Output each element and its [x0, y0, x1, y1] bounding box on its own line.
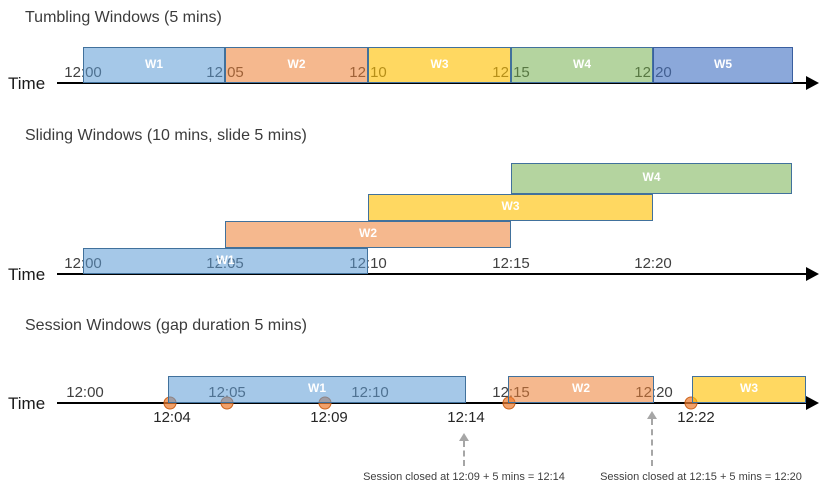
timeline-axis — [57, 273, 807, 275]
window-label: W2 — [287, 56, 306, 71]
event-time-label: 12:22 — [677, 409, 715, 426]
window-label: W4 — [573, 56, 591, 71]
time-axis-label: Time — [8, 74, 46, 93]
window-bar: W4 — [511, 163, 792, 194]
window-bar: W2 — [508, 376, 654, 403]
annotation-text: Session closed at 12:15 + 5 mins = 12:20 — [600, 471, 802, 483]
section-title-tumbling: Tumbling Windows (5 mins) — [25, 9, 222, 26]
section-title-session: Session Windows (gap duration 5 mins) — [25, 317, 307, 334]
session-close-arrowhead-icon — [647, 411, 657, 419]
tick-label: 12:15 — [492, 255, 530, 272]
window-label: W2 — [572, 381, 590, 395]
window-label: W5 — [714, 56, 732, 71]
window-label: W3 — [501, 199, 520, 213]
tick-label: 12:20 — [634, 255, 672, 272]
section-title-sliding: Sliding Windows (10 mins, slide 5 mins) — [25, 127, 307, 144]
timeline-arrowhead-icon — [806, 396, 819, 410]
time-axis-label: Time — [8, 265, 46, 284]
window-label: W1 — [308, 381, 326, 395]
window-bar: W1 — [168, 376, 466, 403]
window-label: W3 — [430, 56, 449, 71]
window-bar: W5 — [653, 47, 793, 83]
timeline-arrowhead-icon — [806, 76, 819, 90]
window-label: W4 — [642, 170, 661, 184]
timeline-axis — [57, 402, 807, 404]
window-bar: W2 — [225, 221, 511, 248]
session-close-arrow-line — [651, 419, 653, 466]
event-time-label: 12:14 — [447, 409, 485, 426]
window-bar: W4 — [511, 47, 653, 83]
window-bar: W2 — [225, 47, 368, 83]
window-label: W3 — [740, 381, 758, 395]
window-label: W2 — [359, 226, 377, 240]
window-bar: W3 — [368, 47, 511, 83]
annotation-text: Session closed at 12:09 + 5 mins = 12:14 — [363, 471, 565, 483]
timeline-axis — [57, 82, 807, 84]
window-label: W1 — [145, 56, 163, 71]
window-label: W1 — [216, 252, 235, 267]
window-bar: W3 — [692, 376, 806, 403]
tick-label: 12:00 — [66, 384, 104, 401]
event-time-label: 12:09 — [310, 409, 348, 426]
session-close-arrowhead-icon — [459, 433, 469, 441]
window-bar: W3 — [368, 194, 653, 221]
timeline-arrowhead-icon — [806, 267, 819, 281]
time-axis-label: Time — [8, 394, 46, 413]
window-bar: W1 — [83, 47, 225, 83]
event-time-label: 12:04 — [153, 409, 191, 426]
session-close-arrow-line — [463, 441, 465, 466]
window-bar: W1 — [83, 248, 368, 274]
